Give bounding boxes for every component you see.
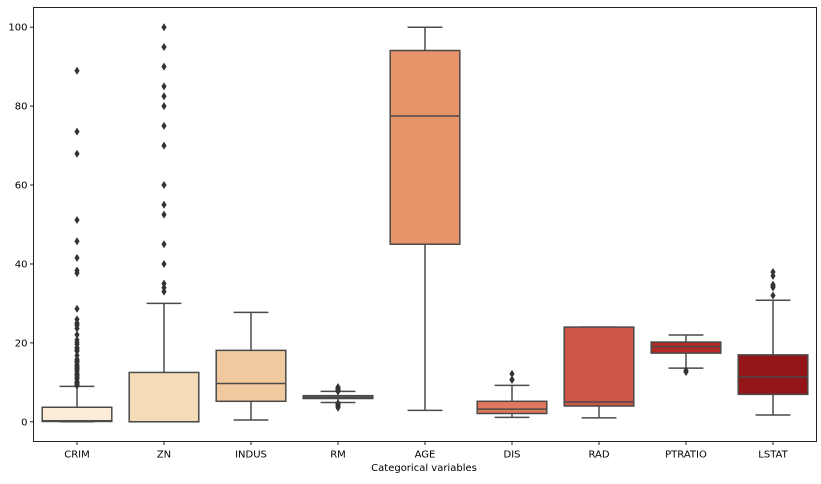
outlier-point <box>74 336 80 345</box>
outlier-point <box>161 102 167 111</box>
outlier-point <box>161 259 167 268</box>
box-iqr <box>650 341 722 354</box>
outlier-point <box>74 237 80 246</box>
x-axis: CRIM ZN INDUS RM AGE DIS RAD PTRATIO LSTAT <box>64 441 789 461</box>
outlier-point <box>74 253 80 262</box>
box-rm <box>302 383 374 412</box>
box-zn <box>128 23 200 423</box>
y-tick-label: 60 <box>15 181 28 192</box>
outlier-point <box>335 399 341 408</box>
x-tick-label: RAD <box>588 450 609 461</box>
outlier-point <box>74 351 80 360</box>
outlier-point <box>161 62 167 71</box>
x-tick-label: ZN <box>157 450 171 461</box>
y-axis: 0 20 40 60 80 100 <box>8 23 34 428</box>
outlier-point <box>770 291 776 300</box>
x-tick-label: AGE <box>415 450 436 461</box>
x-tick-label: PTRATIO <box>665 450 707 461</box>
box-rad <box>563 326 635 419</box>
outlier-point <box>161 279 167 288</box>
outlier-point <box>770 280 776 289</box>
outlier-point <box>74 127 80 136</box>
box-iqr <box>41 406 113 423</box>
outlier-point <box>509 375 515 384</box>
outlier-point <box>74 66 80 75</box>
x-tick-label: CRIM <box>64 450 90 461</box>
x-axis-label: Categorical variables <box>371 463 477 474</box>
outlier-point <box>161 92 167 101</box>
outlier-point <box>161 42 167 51</box>
x-tick-label: INDUS <box>235 450 267 461</box>
x-tick-label: RM <box>330 450 346 461</box>
outlier-point <box>161 181 167 190</box>
x-tick-label: LSTAT <box>758 450 788 461</box>
y-tick-label: 80 <box>15 102 28 113</box>
outlier-point <box>683 366 689 375</box>
box-dis <box>476 369 548 419</box>
outlier-point <box>74 304 80 313</box>
box-iqr <box>563 326 635 407</box>
outlier-point <box>161 23 167 32</box>
box-iqr <box>737 354 809 396</box>
outlier-point <box>161 141 167 150</box>
y-tick-label: 0 <box>21 417 27 428</box>
box-iqr <box>128 371 200 423</box>
box-iqr <box>215 349 287 403</box>
box-iqr <box>476 400 548 415</box>
plot-frame <box>33 7 817 442</box>
outlier-point <box>161 121 167 130</box>
box-ptratio <box>650 334 722 377</box>
outlier-point <box>335 383 341 392</box>
outlier-point <box>161 210 167 219</box>
outlier-point <box>74 216 80 225</box>
outlier-point <box>161 240 167 249</box>
box-lstat <box>737 267 809 416</box>
x-tick-label: DIS <box>504 450 521 461</box>
box-crim <box>41 66 113 423</box>
outlier-point <box>74 315 80 324</box>
boxes <box>41 23 809 423</box>
box-iqr <box>389 49 461 245</box>
box-age <box>389 26 461 412</box>
box-indus <box>215 311 287 421</box>
outlier-point <box>74 266 80 275</box>
outlier-point <box>161 82 167 91</box>
outlier-point <box>74 149 80 158</box>
outlier-point <box>509 369 515 378</box>
outlier-point <box>74 330 80 339</box>
y-tick-label: 40 <box>15 259 28 270</box>
y-tick-label: 100 <box>8 23 27 34</box>
y-tick-label: 20 <box>15 338 28 349</box>
outlier-point <box>161 200 167 209</box>
outlier-point <box>770 267 776 276</box>
